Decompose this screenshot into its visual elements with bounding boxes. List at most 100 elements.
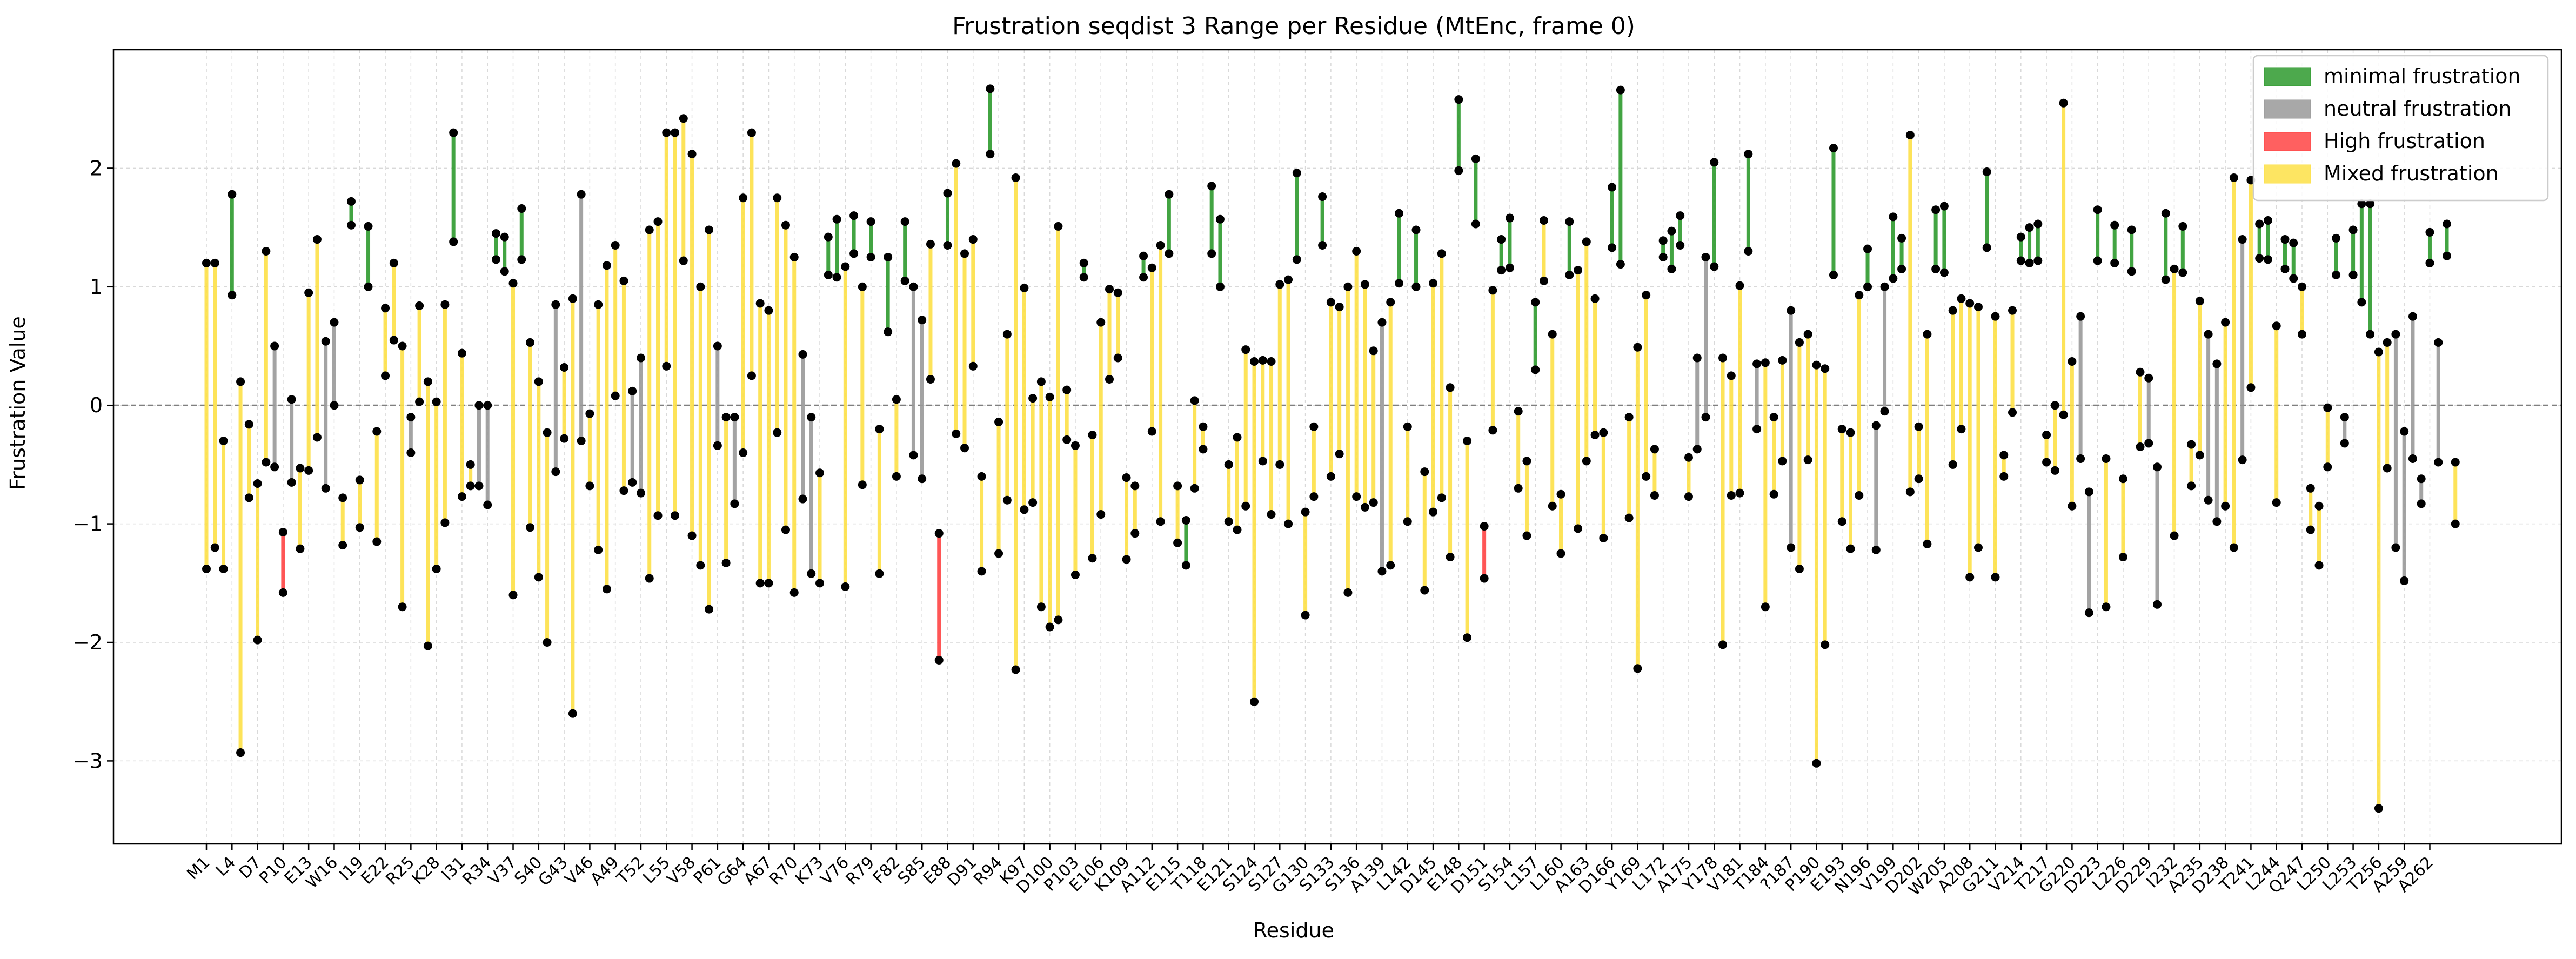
range-point-104-b	[1079, 258, 1088, 267]
range-point-55-a	[662, 128, 671, 137]
range-point-81-a	[884, 327, 893, 337]
range-point-28-b	[432, 397, 441, 406]
range-point-172-b	[1658, 236, 1668, 245]
range-point-187-b	[1787, 306, 1796, 315]
range-point-79-a	[866, 252, 875, 261]
range-point-259-b	[2400, 427, 2409, 436]
range-point-86-b	[926, 239, 935, 249]
range-point-22-b	[381, 304, 390, 313]
range-point-210-a	[1982, 243, 1991, 252]
range-point-234-a	[2187, 481, 2196, 491]
range-point-87-a	[934, 529, 944, 538]
legend-label-neutral: neutral frustration	[2324, 97, 2511, 120]
range-point-120-a	[1215, 282, 1225, 291]
range-point-247-a	[2298, 330, 2307, 339]
range-point-8-a	[262, 458, 271, 467]
range-point-169-a	[1633, 664, 1642, 673]
range-point-93-a	[986, 150, 995, 159]
range-point-22-a	[381, 371, 390, 380]
range-point-15-b	[321, 337, 330, 346]
range-point-85-b	[918, 474, 927, 484]
range-point-72-a	[807, 569, 816, 578]
range-point-157-a	[1531, 365, 1540, 374]
legend-swatch-neutral	[2264, 99, 2311, 119]
range-point-226-b	[2118, 474, 2127, 484]
range-point-62-a	[721, 413, 731, 422]
range-point-94-b	[994, 417, 1003, 426]
range-point-156-b	[1522, 531, 1531, 540]
range-point-26-a	[415, 397, 424, 406]
range-point-24-b	[398, 341, 407, 351]
range-point-157-b	[1531, 298, 1540, 307]
range-point-94-a	[994, 549, 1003, 558]
range-point-145-b	[1429, 279, 1438, 288]
range-point-138-b	[1369, 346, 1378, 356]
range-point-112-b	[1147, 263, 1156, 272]
range-point-226-a	[2118, 553, 2127, 562]
chart-title: Frustration seqdist 3 Range per Residue …	[952, 12, 1635, 40]
range-point-149-b	[1463, 633, 1472, 642]
range-point-83-b	[900, 217, 909, 226]
range-point-1-a	[202, 564, 211, 573]
range-point-133-a	[1326, 472, 1335, 481]
range-point-183-b	[1752, 359, 1762, 368]
range-point-73-a	[815, 579, 825, 588]
range-point-246-a	[2289, 274, 2298, 283]
range-point-176-a	[1692, 353, 1702, 363]
range-point-197-b	[1871, 421, 1881, 430]
range-point-260-b	[2408, 312, 2417, 321]
range-point-110-b	[1130, 481, 1140, 491]
range-point-47-b	[594, 300, 603, 309]
range-point-123-a	[1241, 501, 1250, 511]
range-point-92-b	[977, 567, 986, 576]
range-point-162-a	[1574, 524, 1583, 533]
range-point-98-a	[1028, 498, 1038, 507]
range-point-116-a	[1181, 561, 1190, 570]
range-point-160-a	[1556, 489, 1565, 499]
range-point-67-a	[764, 579, 773, 588]
range-point-48-b	[602, 261, 611, 270]
range-point-97-a	[1020, 505, 1029, 514]
range-point-136-a	[1352, 492, 1361, 501]
range-point-21-a	[372, 537, 382, 546]
range-point-20-a	[364, 282, 373, 291]
range-point-33-b	[474, 401, 484, 410]
range-point-66-b	[755, 299, 765, 308]
range-point-193-a	[1837, 517, 1846, 526]
range-point-60-b	[705, 225, 714, 234]
range-point-248-a	[2306, 525, 2315, 534]
range-point-244-b	[2272, 321, 2281, 331]
range-point-242-a	[2255, 254, 2264, 263]
range-point-64-b	[739, 193, 748, 203]
range-point-142-b	[1403, 517, 1412, 526]
range-point-101-a	[1054, 615, 1063, 625]
range-point-181-b	[1735, 281, 1744, 290]
range-point-239-b	[2229, 173, 2238, 182]
range-point-236-a	[2204, 495, 2213, 505]
range-point-8-b	[262, 246, 271, 256]
range-point-131-a	[1309, 422, 1319, 431]
range-point-220-b	[2068, 357, 2077, 366]
range-point-167-b	[1616, 85, 1625, 95]
range-point-199-a	[1889, 274, 1898, 283]
range-point-75-a	[832, 273, 841, 282]
range-point-236-b	[2204, 330, 2213, 339]
range-point-186-b	[1778, 356, 1787, 365]
range-point-38-a	[517, 255, 526, 264]
range-point-96-a	[1011, 665, 1020, 674]
range-point-122-b	[1233, 433, 1242, 442]
range-point-95-b	[1002, 330, 1012, 339]
range-point-202-a	[1914, 422, 1923, 431]
range-point-219-a	[2059, 410, 2068, 419]
range-point-154-b	[1505, 213, 1514, 223]
range-point-144-a	[1420, 586, 1429, 595]
range-point-168-b	[1624, 513, 1634, 522]
range-point-9-a	[270, 462, 279, 472]
range-point-31-a	[457, 492, 466, 501]
range-point-182-b	[1744, 150, 1753, 159]
range-point-103-a	[1070, 570, 1080, 579]
range-point-180-b	[1727, 371, 1736, 380]
range-point-62-b	[721, 559, 731, 568]
range-point-51-b	[628, 478, 637, 487]
range-point-57-a	[679, 256, 688, 265]
